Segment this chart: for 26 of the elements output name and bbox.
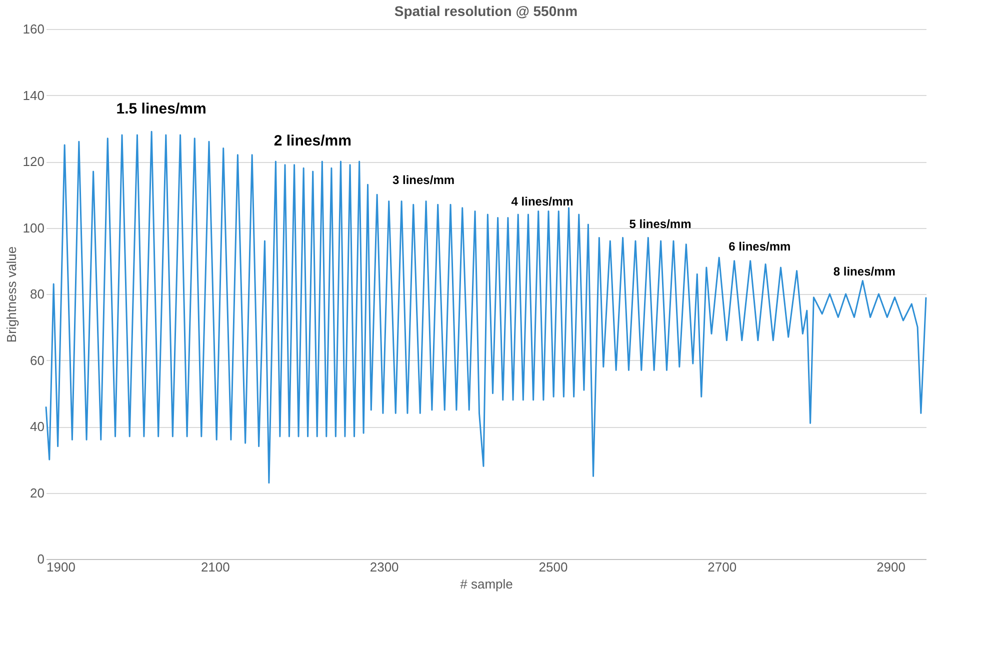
- annotation: 3 lines/mm: [392, 173, 455, 188]
- annotation: 5 lines/mm: [629, 217, 692, 232]
- y-tick-label: 40: [30, 419, 44, 434]
- x-tick-label: 2300: [370, 560, 399, 574]
- y-tick-label: 0: [37, 552, 44, 566]
- annotation: 4 lines/mm: [511, 194, 574, 208]
- annotation: 1.5 lines/mm: [116, 100, 206, 118]
- y-tick-label: 100: [22, 220, 44, 236]
- x-tick-label: 2700: [708, 560, 737, 574]
- annotation: 2 lines/mm: [274, 132, 352, 150]
- annotation: 6 lines/mm: [728, 239, 791, 254]
- x-tick-label: 1900: [46, 560, 76, 574]
- x-axis-title: # sample: [460, 576, 513, 592]
- x-tick-label: 2500: [538, 560, 568, 574]
- y-tick-label: 60: [30, 352, 44, 368]
- x-tick-label: 2100: [200, 560, 230, 574]
- y-axis-title: Brightness value: [4, 246, 19, 343]
- line-series: [45, 130, 927, 484]
- x-tick-label: 2900: [876, 560, 906, 574]
- annotation: 8 lines/mm: [833, 264, 896, 279]
- y-tick-label: 20: [30, 485, 44, 500]
- y-tick-label: 160: [22, 22, 44, 36]
- y-tick-label: 80: [30, 286, 44, 302]
- y-tick-label: 120: [22, 154, 44, 169]
- chart-title: Spatial resolution @ 550nm: [394, 3, 578, 19]
- y-tick-label: 140: [22, 88, 44, 103]
